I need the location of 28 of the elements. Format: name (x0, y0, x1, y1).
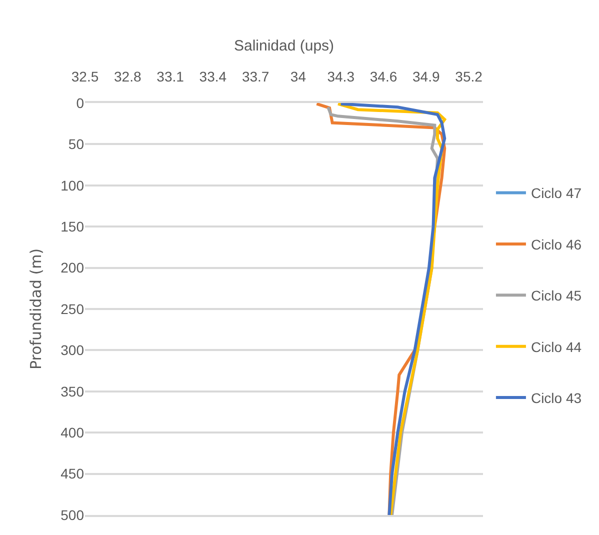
y-tick-label: 150 (60, 218, 84, 234)
y-tick-label: 500 (60, 506, 84, 523)
x-tick-label: 34 (290, 68, 306, 85)
legend-label: Ciclo 45 (530, 288, 582, 304)
y-tick-label: 350 (60, 383, 84, 400)
y-tick-label: 250 (60, 300, 84, 317)
y-tick-label: 400 (60, 424, 84, 440)
x-tick-label: 32.8 (114, 68, 142, 85)
x-tick-label: 34.3 (327, 68, 355, 85)
legend-label: Ciclo 44 (530, 338, 582, 355)
x-tick-label: 33.7 (242, 68, 270, 85)
y-tick-label: 0 (76, 94, 84, 111)
x-tick-label: 33.4 (199, 68, 227, 85)
y-tick-label: 200 (60, 260, 84, 276)
y-axis-title: Profundidad (m) (26, 248, 45, 370)
x-tick-label: 34.6 (370, 68, 398, 85)
y-tick-label: 50 (68, 136, 84, 152)
legend-label: Ciclo 43 (530, 390, 582, 406)
y-tick-label: 100 (60, 177, 84, 194)
y-tick-label: 450 (60, 466, 84, 482)
x-tick-label: 33.1 (156, 68, 184, 85)
x-tick-label: 32.5 (71, 68, 99, 85)
legend-label: Ciclo 46 (530, 236, 582, 252)
x-axis-title: Salinidad (ups) (234, 37, 334, 54)
x-tick-label: 34.9 (412, 68, 440, 85)
y-tick-label: 300 (60, 342, 84, 358)
legend-label: Ciclo 47 (530, 185, 582, 202)
x-tick-label: 35.2 (455, 68, 483, 85)
